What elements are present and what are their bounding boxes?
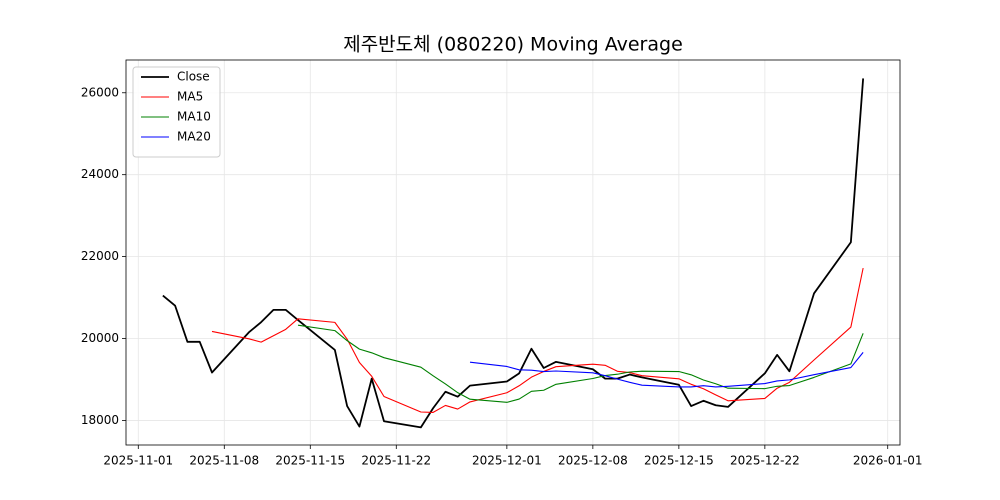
y-tick-label: 20000 — [81, 331, 119, 345]
y-tick-label: 24000 — [81, 167, 119, 181]
legend-label: Close — [177, 70, 210, 84]
legend: Close MA5 MA10 MA20 — [132, 66, 221, 158]
x-tick-label: 2025-11-08 — [189, 454, 259, 468]
x-tick-label: 2026-01-01 — [853, 454, 923, 468]
series-line — [211, 267, 864, 413]
plot-frame — [125, 59, 901, 446]
x-tick-label: 2025-12-15 — [644, 454, 714, 468]
legend-label: MA20 — [177, 130, 211, 144]
x-tick-label: 2025-12-01 — [472, 454, 542, 468]
chart-title: 제주반도체 (080220) Moving Average — [343, 34, 683, 56]
legend-label: MA10 — [177, 110, 211, 124]
x-tick-label: 2025-12-22 — [730, 454, 800, 468]
x-tick-label: 2025-12-08 — [558, 454, 628, 468]
series-line — [469, 352, 864, 388]
series-line — [162, 78, 865, 429]
y-tick-label: 22000 — [81, 249, 119, 263]
legend-label: MA5 — [177, 90, 203, 104]
x-tick-label: 2025-11-01 — [103, 454, 173, 468]
legend-box — [132, 66, 221, 158]
x-tick-label: 2025-11-22 — [361, 454, 431, 468]
x-tick-label: 2025-11-15 — [275, 454, 345, 468]
series-line — [297, 324, 864, 403]
y-tick-label: 18000 — [81, 413, 119, 427]
y-tick-label: 26000 — [81, 85, 119, 99]
